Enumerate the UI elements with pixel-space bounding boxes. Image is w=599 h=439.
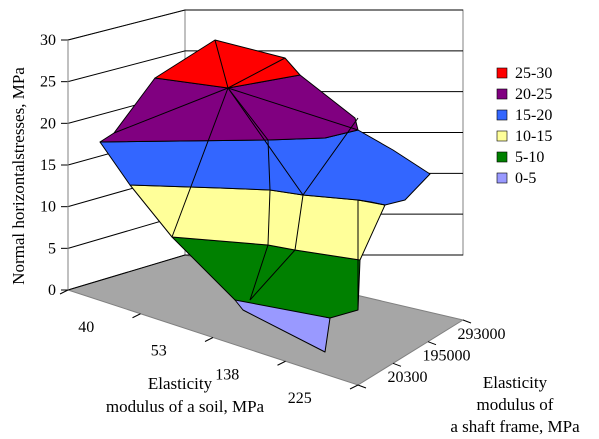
x-tick-mark xyxy=(349,384,359,390)
x-tick-label: 53 xyxy=(151,343,167,360)
z-axis-title: Normal horizontalstresses, MPa xyxy=(9,67,28,285)
legend-swatch xyxy=(496,151,508,163)
legend-swatch xyxy=(496,109,508,121)
legend-swatch xyxy=(496,67,508,79)
legend-label: 0-5 xyxy=(515,170,536,187)
mesh-line xyxy=(302,117,359,196)
x-tick-mark xyxy=(132,313,141,319)
y-tick-label: 20300 xyxy=(388,369,428,386)
x-tick-mark xyxy=(204,337,214,342)
z-tick-label: 5 xyxy=(48,240,56,257)
mesh-line xyxy=(227,87,271,301)
y-axis-title-line-3: a shaft frame, MPa xyxy=(450,417,580,436)
y-tick-label: 293000 xyxy=(458,326,506,343)
mesh-line xyxy=(227,57,286,89)
z-gridline xyxy=(67,254,463,291)
mesh-line xyxy=(214,39,229,89)
mesh-line xyxy=(227,87,359,131)
legend-swatch xyxy=(496,172,508,184)
surface-band-25-30 xyxy=(154,39,301,89)
z-tick-label: 0 xyxy=(48,282,56,299)
x-tick-mark xyxy=(277,360,286,366)
legend-label: 15-20 xyxy=(515,107,552,124)
z-tick-label: 25 xyxy=(40,74,56,91)
y-axis: 20300 195000 293000 xyxy=(357,319,506,389)
y-tick-mark xyxy=(357,384,367,389)
legend-label: 20-25 xyxy=(515,86,552,103)
z-axis: 0 5 10 15 20 25 30 xyxy=(40,32,69,299)
legend: 25-30 20-25 15-20 10-15 5-10 0-5 xyxy=(496,65,552,187)
x-tick-label: 138 xyxy=(215,366,239,383)
legend-swatch xyxy=(496,130,508,142)
z-gridline xyxy=(67,9,463,41)
y-tick-label: 195000 xyxy=(423,348,471,365)
z-tick-label: 30 xyxy=(40,32,56,49)
y-tick-mark xyxy=(462,319,472,324)
legend-swatch xyxy=(496,88,508,100)
z-tick-label: 20 xyxy=(40,115,56,132)
x-axis: 40 53 138 225 xyxy=(59,289,359,407)
x-tick-mark xyxy=(59,289,69,295)
mesh-line xyxy=(227,87,304,301)
legend-label: 25-30 xyxy=(515,65,552,82)
x-axis-title-line-1: Elasticity xyxy=(148,374,213,393)
y-tick-mark xyxy=(427,341,437,346)
x-tick-label: 40 xyxy=(78,319,94,336)
x-axis-title-line-2: modulus of a soil, MPa xyxy=(106,397,265,416)
y-axis-title-line-2: modulus of xyxy=(477,395,554,414)
x-tick-label: 225 xyxy=(288,390,312,407)
z-gridline xyxy=(67,50,463,83)
legend-label: 5-10 xyxy=(515,149,544,166)
z-tick-label: 10 xyxy=(40,199,56,216)
surface xyxy=(99,39,431,353)
y-tick-mark xyxy=(392,362,402,367)
z-tick-label: 15 xyxy=(40,157,56,174)
mesh-line xyxy=(171,87,229,238)
y-axis-title-line-1: Elasticity xyxy=(483,373,548,392)
mesh-line xyxy=(357,199,386,310)
mesh-line xyxy=(113,87,229,134)
legend-label: 10-15 xyxy=(515,128,552,145)
